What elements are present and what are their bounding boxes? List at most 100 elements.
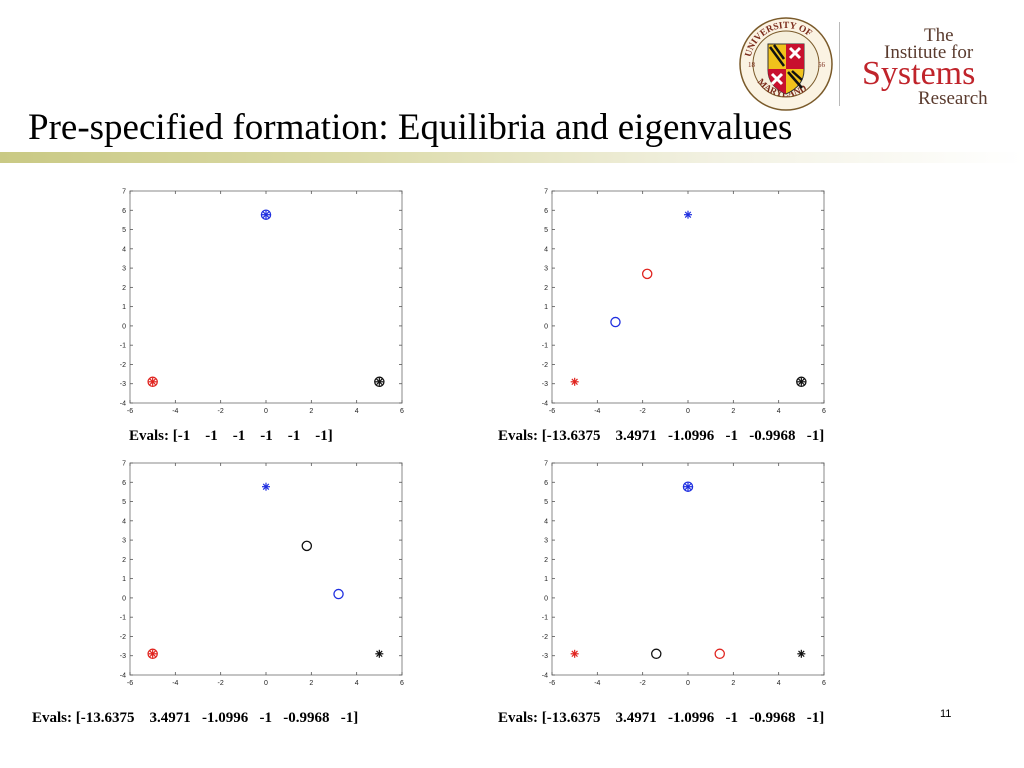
x-tick-label: 6 — [400, 408, 404, 415]
y-tick-label: 2 — [122, 557, 126, 564]
x-tick-label: 2 — [731, 408, 735, 415]
plot-top-right: -6 -4 -2 0 2 4 6 -4 -3 -2 -1 0 1 2 3 4 5 6 7 — [530, 183, 830, 416]
data-point-star-marker — [375, 377, 384, 386]
x-tick-label: 2 — [309, 680, 313, 687]
plot-top-left: -6 -4 -2 0 2 4 6 -4 -3 -2 -1 0 1 2 3 4 5 6 7 — [108, 183, 408, 416]
data-point-star-marker — [148, 377, 157, 386]
data-point-circle-marker — [374, 376, 385, 388]
y-tick-label: 7 — [544, 189, 548, 196]
plot-frame — [551, 190, 825, 404]
x-tick-label: -4 — [594, 680, 600, 687]
y-tick-label: 1 — [122, 576, 126, 583]
data-point-star-marker — [570, 377, 579, 386]
svg-text:18: 18 — [748, 61, 756, 69]
y-tick-label: 0 — [544, 595, 548, 602]
y-tick-label: 2 — [122, 285, 126, 292]
y-tick-label: 3 — [122, 538, 126, 545]
y-tick-label: -3 — [542, 381, 548, 388]
y-tick-label: 4 — [544, 518, 548, 525]
isr-logo-line2: Institute for — [884, 42, 974, 63]
plot-frame — [129, 462, 403, 676]
data-point-star-marker — [148, 649, 157, 658]
x-tick-label: 6 — [400, 680, 404, 687]
x-tick-label: -2 — [218, 408, 224, 415]
data-point-circle-marker — [301, 540, 313, 552]
y-tick-label: 5 — [544, 499, 548, 506]
data-point-star-marker — [262, 210, 270, 219]
data-point-circle-marker — [147, 648, 158, 660]
y-tick-label: -3 — [120, 653, 126, 660]
x-tick-label: 2 — [309, 408, 313, 415]
y-tick-label: 2 — [544, 557, 548, 564]
y-tick-label: -2 — [542, 362, 548, 369]
data-point-star-marker — [375, 649, 384, 658]
y-tick-label: 4 — [122, 246, 126, 253]
y-tick-label: 5 — [122, 227, 126, 234]
y-tick-label: -1 — [120, 343, 126, 350]
data-point-star-marker — [684, 482, 692, 491]
data-point-star-marker — [797, 649, 806, 658]
data-point-star-marker — [797, 377, 806, 386]
isr-logo-line1: The — [924, 25, 954, 46]
y-tick-label: 1 — [544, 576, 548, 583]
svg-text:56: 56 — [818, 61, 826, 69]
y-tick-label: -4 — [542, 401, 548, 408]
x-tick-label: 4 — [777, 680, 781, 687]
x-tick-label: -6 — [549, 408, 555, 415]
isr-logo-line3: Systems — [862, 55, 976, 92]
y-tick-label: 3 — [544, 538, 548, 545]
y-tick-label: 3 — [122, 266, 126, 273]
data-point-circle-marker — [260, 209, 272, 220]
x-tick-label: 0 — [264, 408, 268, 415]
y-tick-label: 5 — [544, 227, 548, 234]
y-tick-label: 4 — [122, 518, 126, 525]
x-tick-label: -2 — [640, 680, 646, 687]
eigenvalues-caption-bottom-left: Evals: [-13.6375 3.4971 -1.0996 -1 -0.99… — [32, 710, 359, 726]
y-tick-label: -2 — [120, 634, 126, 641]
y-tick-label: 0 — [544, 323, 548, 330]
y-tick-label: -1 — [120, 615, 126, 622]
x-tick-label: -4 — [594, 408, 600, 415]
isr-logo-line4: Research — [918, 88, 988, 109]
x-tick-label: 6 — [822, 408, 826, 415]
slide-title: Pre-specified formation: Equilibria and … — [28, 107, 793, 148]
data-point-circle-marker — [796, 376, 807, 388]
university-of-maryland-seal-icon: UNIVERSITY OF MARYLAND 18 56 — [739, 17, 833, 111]
data-point-circle-marker — [147, 376, 158, 388]
y-tick-label: 7 — [122, 461, 126, 468]
y-tick-label: -2 — [542, 634, 548, 641]
x-tick-label: -2 — [218, 680, 224, 687]
y-tick-label: 4 — [544, 246, 548, 253]
y-tick-label: -3 — [542, 653, 548, 660]
x-tick-label: 0 — [686, 680, 690, 687]
x-tick-label: 4 — [355, 680, 359, 687]
data-point-circle-marker — [651, 648, 662, 660]
y-tick-label: 1 — [122, 304, 126, 311]
data-point-star-marker — [262, 482, 270, 491]
y-tick-label: 6 — [122, 480, 126, 487]
x-tick-label: 6 — [822, 680, 826, 687]
y-tick-label: 7 — [122, 189, 126, 196]
y-tick-label: -4 — [542, 673, 548, 680]
y-tick-label: 6 — [544, 208, 548, 215]
y-tick-label: -1 — [542, 615, 548, 622]
x-tick-label: -6 — [127, 680, 133, 687]
plot-frame — [129, 190, 403, 404]
y-tick-label: -4 — [120, 673, 126, 680]
data-point-circle-marker — [641, 268, 653, 280]
logo-divider — [839, 22, 840, 106]
y-tick-label: 7 — [544, 461, 548, 468]
x-tick-label: 0 — [264, 680, 268, 687]
y-tick-label: -1 — [542, 343, 548, 350]
x-tick-label: -4 — [172, 408, 178, 415]
title-underline-bar — [0, 152, 1024, 163]
x-tick-label: -6 — [127, 408, 133, 415]
x-tick-label: 4 — [355, 408, 359, 415]
y-tick-label: -4 — [120, 401, 126, 408]
data-point-star-marker — [684, 210, 692, 219]
x-tick-label: 0 — [686, 408, 690, 415]
page-number: 11 — [940, 708, 952, 720]
